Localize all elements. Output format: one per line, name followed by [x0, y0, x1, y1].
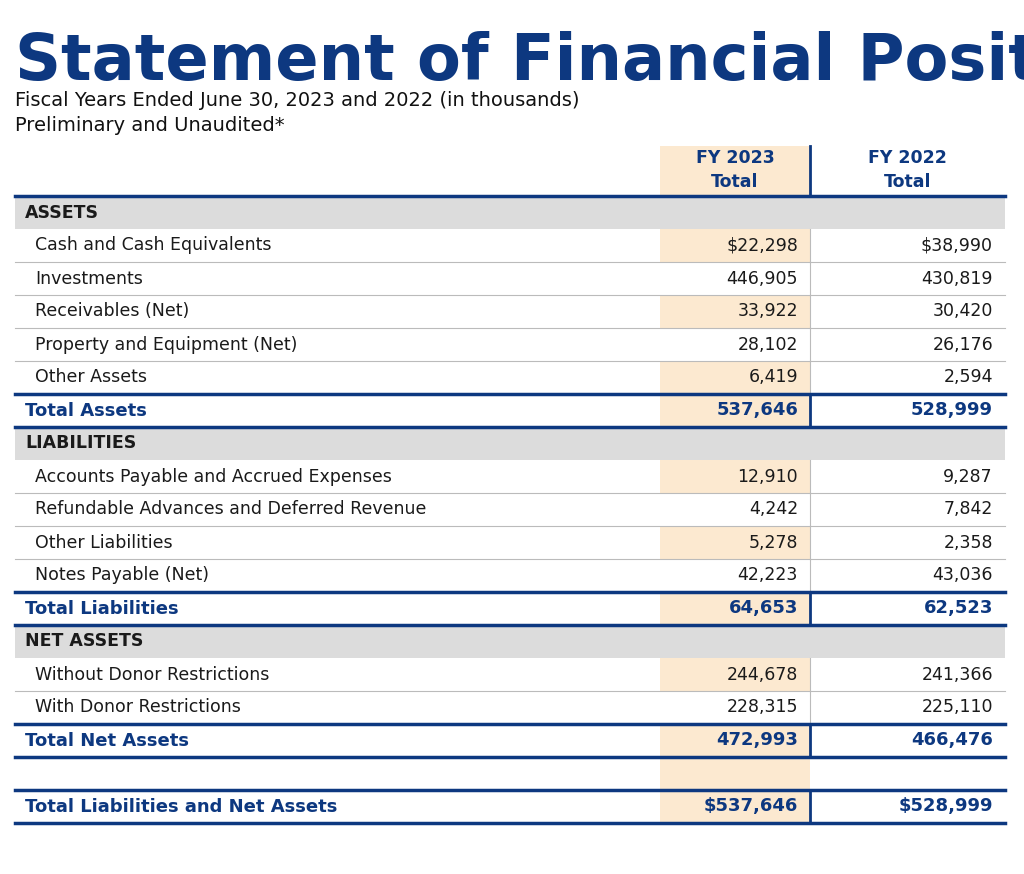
Text: $22,298: $22,298	[726, 237, 798, 254]
Text: $38,990: $38,990	[921, 237, 993, 254]
Text: 9,287: 9,287	[943, 468, 993, 485]
Bar	[660, 295, 810, 328]
Text: Total Net Assets: Total Net Assets	[25, 732, 189, 750]
Bar	[810, 592, 1005, 625]
Text: Accounts Payable and Accrued Expenses: Accounts Payable and Accrued Expenses	[35, 468, 392, 485]
Bar	[810, 361, 1005, 394]
Bar	[810, 790, 1005, 823]
Bar	[810, 328, 1005, 361]
Bar	[660, 790, 810, 823]
Bar	[660, 229, 810, 262]
Text: Fiscal Years Ended June 30, 2023 and 2022 (in thousands): Fiscal Years Ended June 30, 2023 and 202…	[15, 91, 580, 110]
Text: 7,842: 7,842	[944, 501, 993, 518]
Bar	[810, 262, 1005, 295]
Bar	[15, 196, 1005, 229]
Text: 225,110: 225,110	[922, 698, 993, 717]
Text: 244,678: 244,678	[727, 665, 798, 683]
Text: Total Liabilities: Total Liabilities	[25, 600, 178, 618]
Text: LIABILITIES: LIABILITIES	[25, 434, 136, 453]
Bar	[660, 592, 810, 625]
Text: Other Assets: Other Assets	[35, 369, 147, 386]
Bar	[660, 757, 810, 790]
Bar	[660, 658, 810, 691]
Text: 2,358: 2,358	[943, 533, 993, 551]
Bar	[660, 328, 810, 361]
Text: FY 2022
Total: FY 2022 Total	[868, 149, 947, 191]
Text: 30,420: 30,420	[933, 302, 993, 321]
Text: 4,242: 4,242	[749, 501, 798, 518]
Text: Total Liabilities and Net Assets: Total Liabilities and Net Assets	[25, 797, 337, 815]
Text: $537,646: $537,646	[703, 797, 798, 815]
Text: ASSETS: ASSETS	[25, 204, 99, 221]
Text: 5,278: 5,278	[749, 533, 798, 551]
Text: 430,819: 430,819	[922, 269, 993, 288]
Text: 64,653: 64,653	[729, 600, 798, 618]
Bar	[660, 493, 810, 526]
Text: Without Donor Restrictions: Without Donor Restrictions	[35, 665, 269, 683]
Bar	[660, 559, 810, 592]
Text: With Donor Restrictions: With Donor Restrictions	[35, 698, 241, 717]
Text: NET ASSETS: NET ASSETS	[25, 633, 143, 650]
Text: Receivables (Net): Receivables (Net)	[35, 302, 189, 321]
Text: 33,922: 33,922	[737, 302, 798, 321]
Text: 43,036: 43,036	[933, 566, 993, 585]
Text: 6,419: 6,419	[749, 369, 798, 386]
Bar	[810, 658, 1005, 691]
Text: 537,646: 537,646	[716, 401, 798, 420]
Text: Refundable Advances and Deferred Revenue: Refundable Advances and Deferred Revenue	[35, 501, 426, 518]
Text: 28,102: 28,102	[737, 336, 798, 353]
Text: Notes Payable (Net): Notes Payable (Net)	[35, 566, 209, 585]
Bar	[660, 691, 810, 724]
Bar	[660, 724, 810, 757]
Bar	[810, 757, 1005, 790]
Text: Investments: Investments	[35, 269, 143, 288]
Bar	[660, 526, 810, 559]
Text: 228,315: 228,315	[726, 698, 798, 717]
Text: Total Assets: Total Assets	[25, 401, 146, 420]
Bar	[660, 460, 810, 493]
Text: $528,999: $528,999	[898, 797, 993, 815]
Bar	[810, 295, 1005, 328]
Text: 446,905: 446,905	[726, 269, 798, 288]
Bar	[660, 361, 810, 394]
Bar	[810, 691, 1005, 724]
Text: 42,223: 42,223	[737, 566, 798, 585]
Bar	[810, 526, 1005, 559]
Text: 26,176: 26,176	[932, 336, 993, 353]
Bar	[15, 427, 1005, 460]
Bar	[660, 146, 810, 196]
Text: Property and Equipment (Net): Property and Equipment (Net)	[35, 336, 297, 353]
Bar	[810, 559, 1005, 592]
Text: FY 2023
Total: FY 2023 Total	[695, 149, 774, 191]
Text: Statement of Financial Position: Statement of Financial Position	[15, 31, 1024, 93]
Text: 2,594: 2,594	[943, 369, 993, 386]
Text: Cash and Cash Equivalents: Cash and Cash Equivalents	[35, 237, 271, 254]
Bar	[660, 262, 810, 295]
Text: 241,366: 241,366	[922, 665, 993, 683]
Bar	[810, 493, 1005, 526]
Text: Preliminary and Unaudited*: Preliminary and Unaudited*	[15, 116, 285, 135]
Text: 466,476: 466,476	[911, 732, 993, 750]
Bar	[810, 394, 1005, 427]
Text: 472,993: 472,993	[716, 732, 798, 750]
Text: 62,523: 62,523	[924, 600, 993, 618]
Bar	[810, 229, 1005, 262]
Bar	[15, 625, 1005, 658]
Text: 12,910: 12,910	[737, 468, 798, 485]
Text: 528,999: 528,999	[911, 401, 993, 420]
Bar	[660, 394, 810, 427]
Text: Other Liabilities: Other Liabilities	[35, 533, 173, 551]
Bar	[810, 460, 1005, 493]
Bar	[810, 724, 1005, 757]
